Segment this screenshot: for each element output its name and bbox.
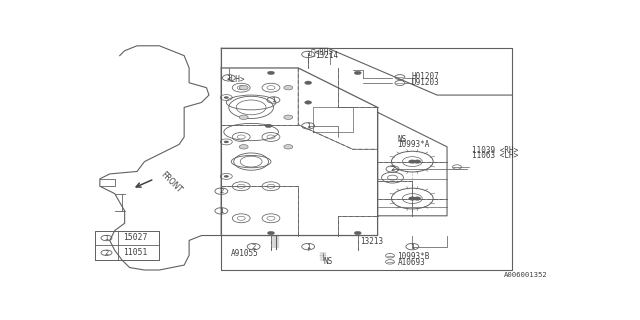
Text: H01207: H01207 <box>412 72 439 81</box>
Text: A91055: A91055 <box>231 250 259 259</box>
Text: A10693: A10693 <box>397 258 425 267</box>
Text: FRONT: FRONT <box>158 171 183 195</box>
Circle shape <box>284 85 292 90</box>
Circle shape <box>414 197 420 200</box>
Circle shape <box>224 175 229 178</box>
Circle shape <box>268 71 275 75</box>
Circle shape <box>408 196 416 201</box>
Text: 10993*B: 10993*B <box>397 252 430 261</box>
Text: 2: 2 <box>104 250 109 256</box>
Text: NS: NS <box>397 135 406 144</box>
Text: 13213: 13213 <box>360 237 383 246</box>
Text: 13214: 13214 <box>316 51 339 60</box>
Text: 1: 1 <box>104 235 109 241</box>
Circle shape <box>355 71 361 75</box>
Circle shape <box>284 115 292 119</box>
Text: 11051: 11051 <box>123 248 147 257</box>
Circle shape <box>414 160 420 163</box>
Circle shape <box>268 231 275 235</box>
Text: ①<RH>: ①<RH> <box>310 47 334 56</box>
Text: 2: 2 <box>390 166 395 172</box>
Text: D91203: D91203 <box>412 78 439 87</box>
Circle shape <box>239 85 248 90</box>
Text: 11039 <RH>: 11039 <RH> <box>472 146 518 155</box>
Circle shape <box>224 141 229 143</box>
Text: 2: 2 <box>219 188 223 194</box>
Circle shape <box>239 115 248 119</box>
Text: A006001352: A006001352 <box>504 272 548 278</box>
Text: 1: 1 <box>219 208 223 214</box>
Text: 1: 1 <box>306 52 310 57</box>
Text: 15027: 15027 <box>123 234 147 243</box>
Text: 1: 1 <box>306 244 310 250</box>
Text: NS: NS <box>323 257 332 266</box>
Text: 1: 1 <box>410 244 415 250</box>
Circle shape <box>224 96 229 99</box>
Circle shape <box>239 145 248 149</box>
Text: 1: 1 <box>271 97 276 103</box>
Circle shape <box>284 145 292 149</box>
Circle shape <box>355 231 361 235</box>
Circle shape <box>408 160 416 164</box>
Text: 11063 <LH>: 11063 <LH> <box>472 151 518 160</box>
Text: 10993*A: 10993*A <box>397 140 430 149</box>
Text: 1: 1 <box>306 123 310 129</box>
Text: <LH>: <LH> <box>227 75 245 84</box>
Text: 1: 1 <box>227 75 231 81</box>
Circle shape <box>305 81 312 84</box>
Circle shape <box>305 101 312 104</box>
Circle shape <box>265 124 272 128</box>
Text: 2: 2 <box>252 244 256 250</box>
